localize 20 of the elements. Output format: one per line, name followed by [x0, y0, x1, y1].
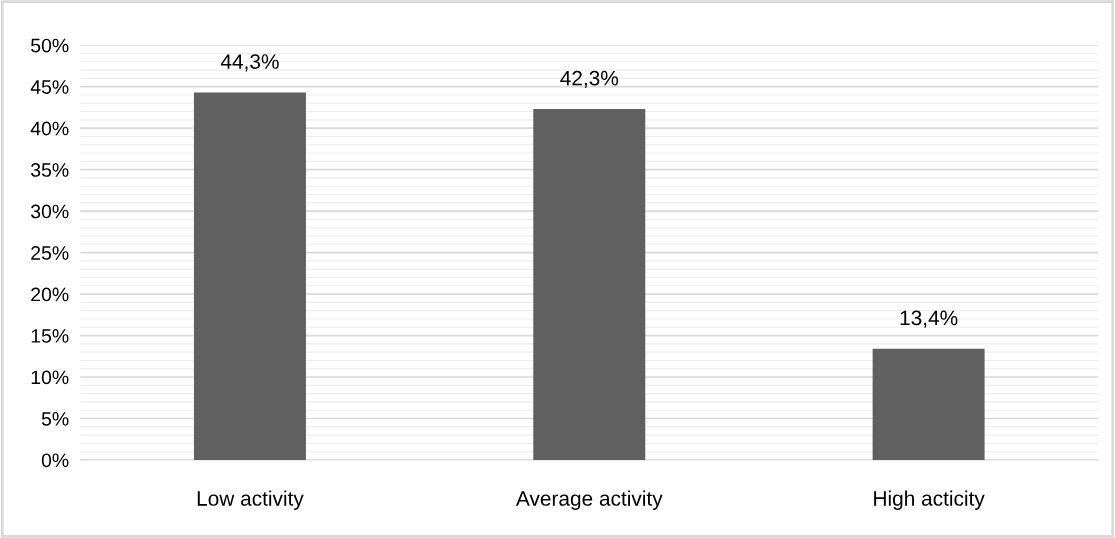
data-label: 44,3%: [220, 54, 279, 72]
bar: [872, 348, 985, 460]
y-tick-label: 45%: [30, 80, 69, 94]
data-label: 13,4%: [900, 310, 958, 328]
y-tick-label: 40%: [30, 121, 69, 136]
y-tick-label: 50%: [31, 38, 69, 53]
bar: [193, 92, 306, 460]
x-tick-label: Low activity: [197, 490, 304, 510]
y-tick-label: 20%: [31, 287, 69, 302]
x-tick-label: Average activity: [515, 490, 663, 510]
y-tick-label: 15%: [31, 329, 69, 343]
y-tick-label: 10%: [31, 370, 69, 385]
y-tick-label: 25%: [31, 246, 69, 260]
bar: [533, 109, 646, 460]
y-tick-label: 30%: [30, 204, 69, 219]
data-label: 42,3%: [560, 70, 619, 88]
y-tick-label: 0%: [41, 453, 69, 468]
x-tick-label: High acticity: [874, 490, 985, 510]
y-tick-label: 5%: [41, 412, 69, 426]
y-tick-label: 35%: [30, 163, 69, 177]
